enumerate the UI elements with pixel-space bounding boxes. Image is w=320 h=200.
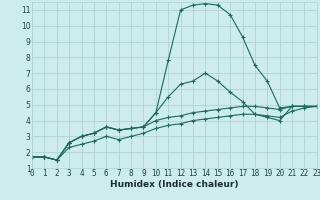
X-axis label: Humidex (Indice chaleur): Humidex (Indice chaleur) bbox=[110, 180, 239, 189]
